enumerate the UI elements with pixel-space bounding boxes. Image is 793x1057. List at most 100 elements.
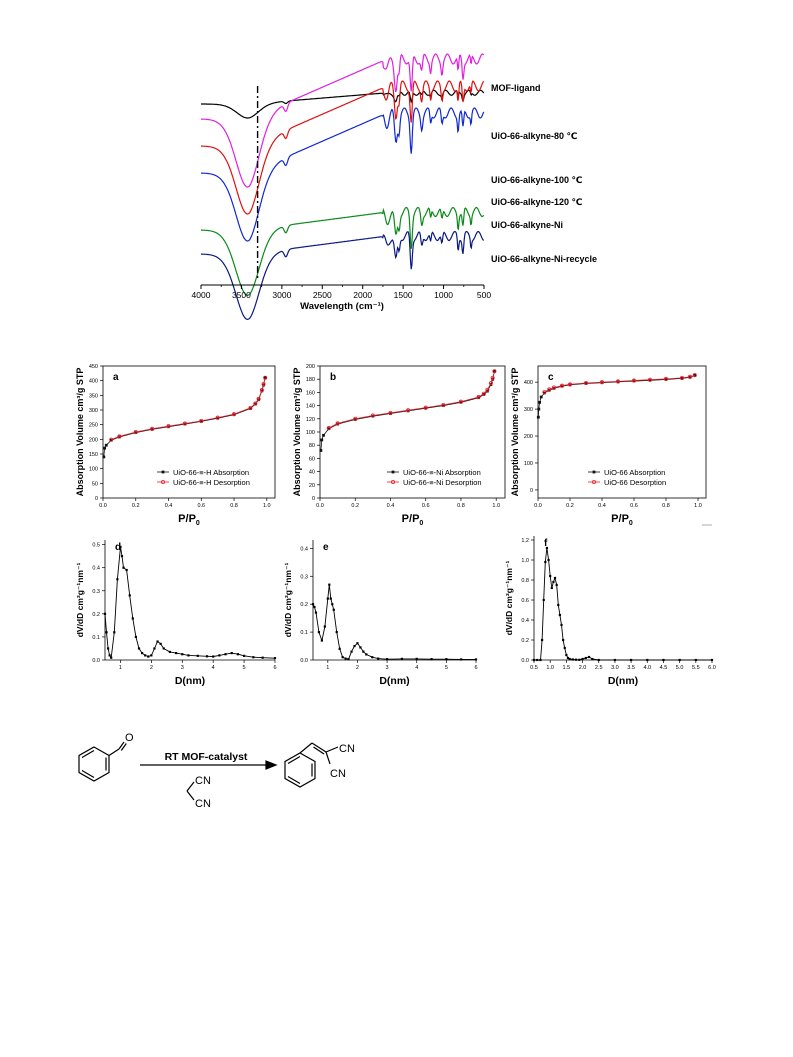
- desorption-point: [584, 380, 589, 385]
- pore-size-point: [122, 566, 125, 569]
- pore-size-point: [156, 640, 159, 643]
- desorption-point: [692, 373, 697, 378]
- pore-size-point: [581, 657, 584, 661]
- isotherm-chart-c: 0 100 200 300 400 0.0 0.2 0.4 0.6 0.8 1.0 Absorptio…: [510, 365, 707, 527]
- pore-size-point: [539, 658, 542, 662]
- absorption-point: [104, 443, 108, 447]
- desorption-point: [109, 437, 114, 442]
- absorption-point: [560, 384, 564, 388]
- ftir-series-label: UiO-66-alkyne-Ni-recycle: [491, 254, 597, 264]
- absorption-point: [253, 402, 257, 406]
- legend-label: UiO-66-≡-Ni Absorption: [403, 468, 481, 477]
- pore-size-point: [105, 631, 108, 634]
- absorption-point: [257, 398, 261, 402]
- x-tick-label: 0.8: [662, 503, 670, 509]
- absorption-point: [167, 425, 170, 429]
- pore-size-point: [694, 658, 697, 662]
- x-tick-label: 5.5: [692, 665, 700, 671]
- pore-size-point: [236, 653, 240, 656]
- absorption-point: [117, 435, 121, 439]
- absorption-point: [322, 433, 325, 437]
- x-tick-label: 1: [326, 665, 329, 671]
- x-tick-label: 0.2: [566, 503, 574, 509]
- plot-frame: [537, 365, 707, 499]
- y-tick-label: 0: [312, 496, 315, 502]
- desorption-point: [117, 434, 122, 439]
- malononitrile-cn-top: CN: [195, 775, 211, 787]
- x-tick-label: 5: [445, 665, 448, 671]
- desorption-point: [680, 375, 685, 380]
- pore-size-point: [557, 603, 560, 607]
- pore-size-chart-e: 0.0 0.1 0.2 0.3 0.4 1 2 3 4 5 6 dV/dD cm³g⁻¹nm⁻¹ D(n…: [283, 540, 478, 687]
- pore-size-point: [553, 576, 557, 580]
- pore-size-point: [460, 658, 463, 661]
- x-tick-label: 3.0: [611, 665, 619, 671]
- y-tick-label: 1.2: [521, 538, 529, 544]
- pore-size-point: [362, 650, 365, 653]
- absorption-point: [664, 378, 668, 381]
- x-axis-label-subscript: 0: [196, 520, 200, 527]
- x-axis-label-subscript: 0: [629, 520, 633, 527]
- desorption-point: [542, 390, 547, 395]
- x-tick-label: 0.0: [534, 503, 542, 509]
- pore-size-line: [534, 547, 712, 661]
- absorption-point: [353, 418, 357, 421]
- ftir-x-tick-label: 3000: [272, 290, 291, 300]
- pore-size-point: [144, 654, 147, 657]
- reaction-scheme: O RT MOF-catalyst CN CN CN CN: [78, 732, 355, 810]
- y-tick-label: 100: [89, 467, 98, 473]
- panel-letter: b: [330, 372, 336, 383]
- x-tick-label: 4.0: [643, 665, 651, 671]
- pore-size-line: [104, 546, 276, 659]
- pore-size-point: [566, 656, 570, 660]
- desorption-point: [182, 421, 187, 426]
- absorption-point: [424, 406, 428, 410]
- x-tick-label: 0.5: [530, 665, 538, 671]
- absorption-point: [477, 396, 480, 400]
- pore-size-point: [338, 647, 341, 650]
- desorption-point: [485, 387, 490, 392]
- x-tick-label: 0.0: [99, 503, 107, 509]
- pore-size-point: [162, 647, 165, 650]
- pore-size-point: [313, 605, 316, 609]
- y-tick-label: 0: [530, 488, 533, 494]
- pore-size-point: [320, 639, 323, 642]
- x-tick-label: 4: [212, 665, 215, 671]
- desorption-point: [481, 391, 486, 396]
- absorption-point: [150, 427, 154, 431]
- x-tick-label: 2.0: [579, 665, 587, 671]
- ftir-x-ticks: 4000 3500 3000 2500 2000 1500 1000 500: [192, 285, 491, 300]
- pore-size-point: [584, 656, 587, 660]
- ftir-legend: MOF-ligand UiO-66-alkyne-80 ℃ UiO-66-alkyn…: [491, 83, 597, 264]
- pore-size-point: [545, 546, 549, 550]
- desorption-point: [488, 381, 493, 386]
- pore-size-point: [587, 655, 591, 659]
- desorption-point: [259, 388, 264, 393]
- isotherm-line: [103, 377, 266, 457]
- pore-size-point: [568, 657, 571, 661]
- panel-letter: c: [548, 372, 554, 383]
- product-cn-top: CN: [339, 743, 355, 755]
- ftir-x-tick-label: 1500: [394, 290, 413, 300]
- y-tick-label: 50: [92, 481, 98, 487]
- absorption-point: [547, 388, 551, 392]
- y-tick-label: 400: [524, 380, 533, 386]
- absorption-point: [406, 409, 410, 413]
- y-tick-label: 60: [309, 456, 315, 462]
- y-tick-label: 350: [89, 393, 98, 399]
- legend-swatch-marker: [391, 470, 395, 474]
- desorption-point: [232, 412, 237, 417]
- pore-size-point: [326, 597, 329, 600]
- product-structure: [284, 742, 339, 788]
- pore-size-point: [597, 658, 600, 662]
- x-tick-label: 1: [119, 665, 122, 671]
- y-tick-label: 0.1: [300, 630, 308, 636]
- legend-label: UiO-66 Absorption: [604, 468, 665, 477]
- y-axis-label: Absorption Volume cm³/g STP: [510, 368, 520, 497]
- pore-size-chart-f: 0.0 0.2 0.4 0.6 0.8 1.0 1.2 0.5 1.0 1.5 2.0 2.5 3.0 3…: [504, 536, 716, 687]
- pore-size-point: [323, 625, 326, 628]
- ftir-traces: [201, 53, 485, 321]
- y-tick-label: 0: [95, 496, 98, 502]
- ftir-series-label: UiO-66-alkyne-Ni: [491, 220, 563, 230]
- isotherm-chart-b: 0 20 40 60 80 100 120 140 160 180 200 0.0 0.2 0.4 0.6 0…: [292, 364, 506, 527]
